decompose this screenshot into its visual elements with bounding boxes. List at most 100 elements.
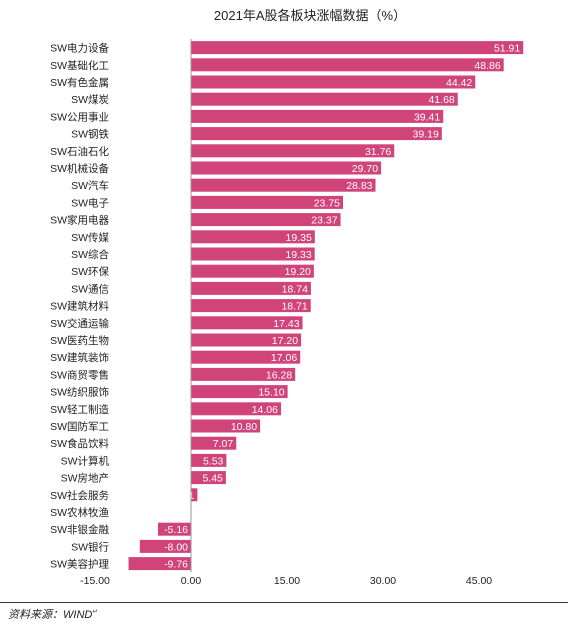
category-label: SW建筑装饰 bbox=[50, 351, 109, 364]
data-label: 44.42 bbox=[446, 77, 472, 89]
category-label: SW非银金融 bbox=[50, 523, 109, 536]
bar bbox=[191, 75, 476, 89]
data-label: 18.71 bbox=[281, 301, 307, 313]
category-label: SW石油石化 bbox=[50, 145, 109, 158]
category-label: SW轻工制造 bbox=[50, 403, 109, 416]
bar bbox=[191, 161, 382, 175]
data-label: 31.76 bbox=[365, 146, 391, 158]
data-label: 48.86 bbox=[474, 60, 500, 72]
data-label: 39.41 bbox=[414, 111, 440, 123]
category-label: SW商贸零售 bbox=[50, 368, 109, 381]
x-tick-label: 0.00 bbox=[181, 575, 202, 587]
bar bbox=[191, 109, 444, 123]
category-label: SW电力设备 bbox=[50, 42, 109, 55]
bar bbox=[191, 92, 458, 106]
bar bbox=[191, 488, 198, 502]
data-label: 14.06 bbox=[252, 404, 278, 416]
bar bbox=[191, 385, 288, 399]
bar bbox=[191, 453, 227, 467]
chart-title: 2021年A股各板块涨幅数据（%） bbox=[214, 8, 406, 23]
category-label: SW建筑材料 bbox=[50, 300, 109, 313]
bar bbox=[191, 247, 315, 261]
data-label: 19.35 bbox=[286, 232, 312, 244]
bar bbox=[191, 350, 301, 364]
x-tick-label: 45.00 bbox=[466, 575, 492, 587]
data-label: 18.74 bbox=[282, 283, 308, 295]
bar bbox=[191, 144, 395, 158]
bar bbox=[191, 41, 524, 55]
category-labels-group: SW电力设备 SW基础化工 SW有色金属 SW煤炭 SW公用事业 SW钢铁 SW石油石化 SW… bbox=[50, 42, 109, 571]
bar bbox=[191, 299, 311, 313]
x-tick-label: 15.00 bbox=[274, 575, 300, 587]
bar bbox=[157, 522, 191, 536]
x-tick-label: -15.00 bbox=[80, 575, 110, 587]
category-label: SW医药生物 bbox=[50, 334, 109, 347]
bar bbox=[191, 213, 341, 227]
source-note: 资料来源：WIND↵ bbox=[8, 606, 98, 622]
bar bbox=[191, 127, 442, 141]
data-label: -8.00 bbox=[164, 541, 188, 553]
bar bbox=[191, 195, 343, 209]
category-label: SW有色金属 bbox=[50, 76, 109, 89]
data-label: 1 bbox=[189, 490, 195, 502]
bar bbox=[191, 178, 376, 192]
category-label: SW国防军工 bbox=[50, 420, 109, 433]
bar bbox=[191, 230, 315, 244]
chart-area: 2021年A股各板块涨幅数据（%） 51.91 48.86 44.42 41.68 39… bbox=[50, 8, 524, 587]
bar bbox=[191, 333, 302, 347]
data-label: 19.20 bbox=[285, 266, 311, 278]
category-label: SW房地产 bbox=[61, 472, 109, 485]
category-label: SW基础化工 bbox=[50, 59, 109, 72]
category-label: SW食品饮料 bbox=[50, 437, 109, 450]
category-label: SW纺织服饰 bbox=[50, 386, 109, 399]
data-label: 19.33 bbox=[285, 249, 311, 261]
bar bbox=[139, 539, 191, 553]
data-label: 7.07 bbox=[213, 438, 234, 450]
data-label: 23.75 bbox=[314, 197, 340, 209]
data-label: 17.43 bbox=[273, 318, 299, 330]
bar bbox=[191, 264, 314, 278]
data-label: 15.10 bbox=[258, 387, 284, 399]
category-label: SW环保 bbox=[71, 265, 109, 278]
category-label: SW农林牧渔 bbox=[50, 506, 109, 519]
bar bbox=[191, 419, 261, 433]
bar bbox=[128, 557, 191, 571]
data-label: 28.83 bbox=[346, 180, 372, 192]
data-label: 23.37 bbox=[311, 215, 337, 227]
category-label: SW传媒 bbox=[71, 231, 109, 244]
bar bbox=[191, 471, 226, 485]
bar bbox=[191, 436, 237, 450]
category-label: SW计算机 bbox=[61, 454, 110, 467]
category-label: SW家用电器 bbox=[50, 214, 109, 227]
category-label: SW通信 bbox=[71, 283, 109, 295]
category-label: SW社会服务 bbox=[50, 489, 109, 502]
category-label: SW美容护理 bbox=[50, 558, 109, 571]
category-label: SW汽车 bbox=[71, 179, 109, 192]
data-label: 5.53 bbox=[203, 455, 224, 467]
category-label: SW煤炭 bbox=[71, 93, 109, 106]
source-mark: ↵ bbox=[92, 608, 99, 616]
data-label: 41.68 bbox=[428, 94, 454, 106]
bar bbox=[191, 316, 303, 330]
data-label: 16.28 bbox=[266, 369, 292, 381]
bar bbox=[191, 58, 504, 72]
bar bbox=[191, 402, 281, 416]
data-label: -5.16 bbox=[164, 524, 188, 536]
bar bbox=[191, 281, 311, 295]
category-label: SW综合 bbox=[71, 248, 109, 261]
category-label: SW电子 bbox=[71, 196, 109, 209]
data-label: 51.91 bbox=[494, 43, 520, 55]
source-divider bbox=[0, 602, 568, 603]
data-label: 5.45 bbox=[202, 473, 223, 485]
data-label: 17.20 bbox=[272, 335, 298, 347]
source-text: 资料来源：WIND bbox=[8, 609, 93, 621]
category-label: SW钢铁 bbox=[71, 128, 109, 141]
category-label: SW机械设备 bbox=[50, 162, 109, 175]
data-label: 29.70 bbox=[352, 163, 378, 175]
category-label: SW银行 bbox=[71, 540, 109, 553]
category-label: SW公用事业 bbox=[50, 110, 109, 123]
x-tick-label: 30.00 bbox=[370, 575, 396, 587]
